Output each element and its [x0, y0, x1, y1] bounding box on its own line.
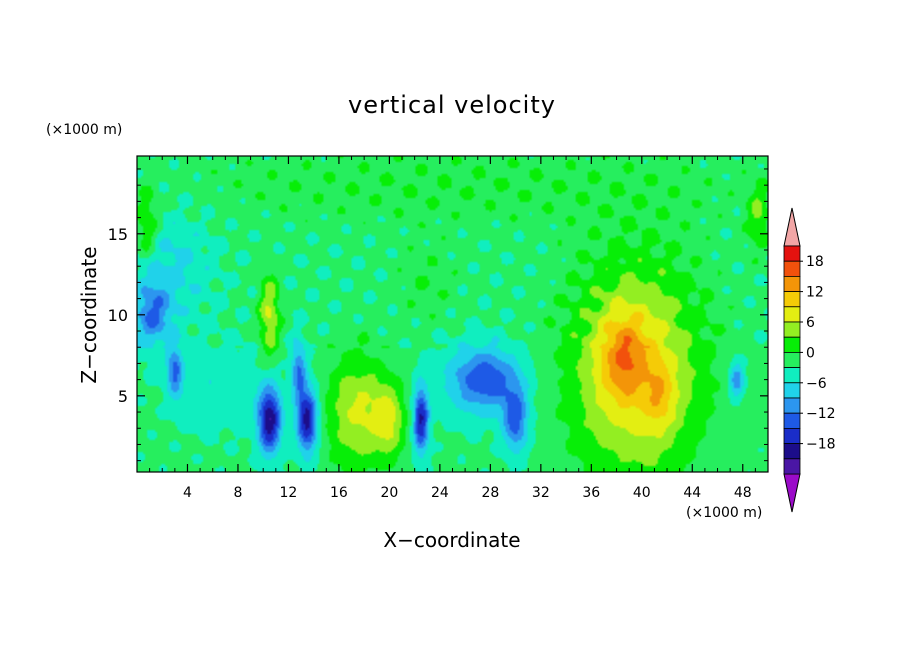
colorbar-tick-label: −18 [806, 437, 836, 453]
colorbar-tick-label: −6 [806, 376, 827, 392]
colorbar-band [783, 443, 801, 460]
chart-title: vertical velocity [348, 91, 556, 119]
x-axis-label: X−coordinate [383, 528, 520, 552]
colorbar-max-triangle [783, 207, 801, 247]
x-tick-label: 12 [280, 485, 298, 501]
z-tick-label: 5 [118, 387, 128, 406]
colorbar-band [783, 260, 801, 277]
colorbar-band [783, 291, 801, 308]
colorbar-band [783, 351, 801, 368]
z-unit-label: (×1000 m) [46, 122, 122, 138]
colorbar-tick-label: 12 [806, 285, 824, 301]
x-tick-label: 16 [330, 485, 348, 501]
colorbar-tick-label: 0 [806, 345, 815, 361]
colorbar-band [783, 367, 801, 384]
x-unit-label: (×1000 m) [686, 505, 762, 521]
contour-field-image [137, 156, 768, 472]
colorbar: 18 12 6 0 −6 −12 −18 [783, 207, 836, 513]
x-tick-label: 20 [380, 485, 398, 501]
z-tick-label: 15 [108, 225, 128, 244]
colorbar-min-triangle [783, 473, 801, 513]
x-tick-label: 36 [582, 485, 600, 501]
x-tick-label: 40 [633, 485, 651, 501]
z-axis-label: Z−coordinate [77, 246, 101, 383]
x-tick-label: 4 [183, 485, 192, 501]
colorbar-band [783, 427, 801, 444]
contour-field [137, 156, 768, 472]
colorbar-tick-label: −12 [806, 406, 836, 422]
colorbar-band [783, 458, 801, 475]
colorbar-band [783, 397, 801, 414]
x-tick-label: 28 [481, 485, 499, 501]
x-tick-label: 32 [532, 485, 550, 501]
x-tick-label: 44 [683, 485, 701, 501]
z-axis-ticks: 5 10 15 [108, 168, 768, 462]
colorbar-band [783, 306, 801, 323]
x-tick-label: 8 [233, 485, 242, 501]
colorbar-tick-label: 18 [806, 254, 824, 270]
x-tick-label: 24 [431, 485, 449, 501]
x-axis-ticks: 4 8 12 16 20 24 28 32 36 40 44 48 [149, 156, 756, 501]
colorbar-band [783, 336, 801, 353]
colorbar-band [783, 275, 801, 292]
colorbar-tick-label: 6 [806, 315, 815, 331]
colorbar-band [783, 321, 801, 338]
x-tick-label: 48 [734, 485, 752, 501]
colorbar-band [783, 412, 801, 429]
z-tick-label: 10 [108, 306, 128, 325]
colorbar-band [783, 245, 801, 262]
colorbar-band [783, 382, 801, 399]
